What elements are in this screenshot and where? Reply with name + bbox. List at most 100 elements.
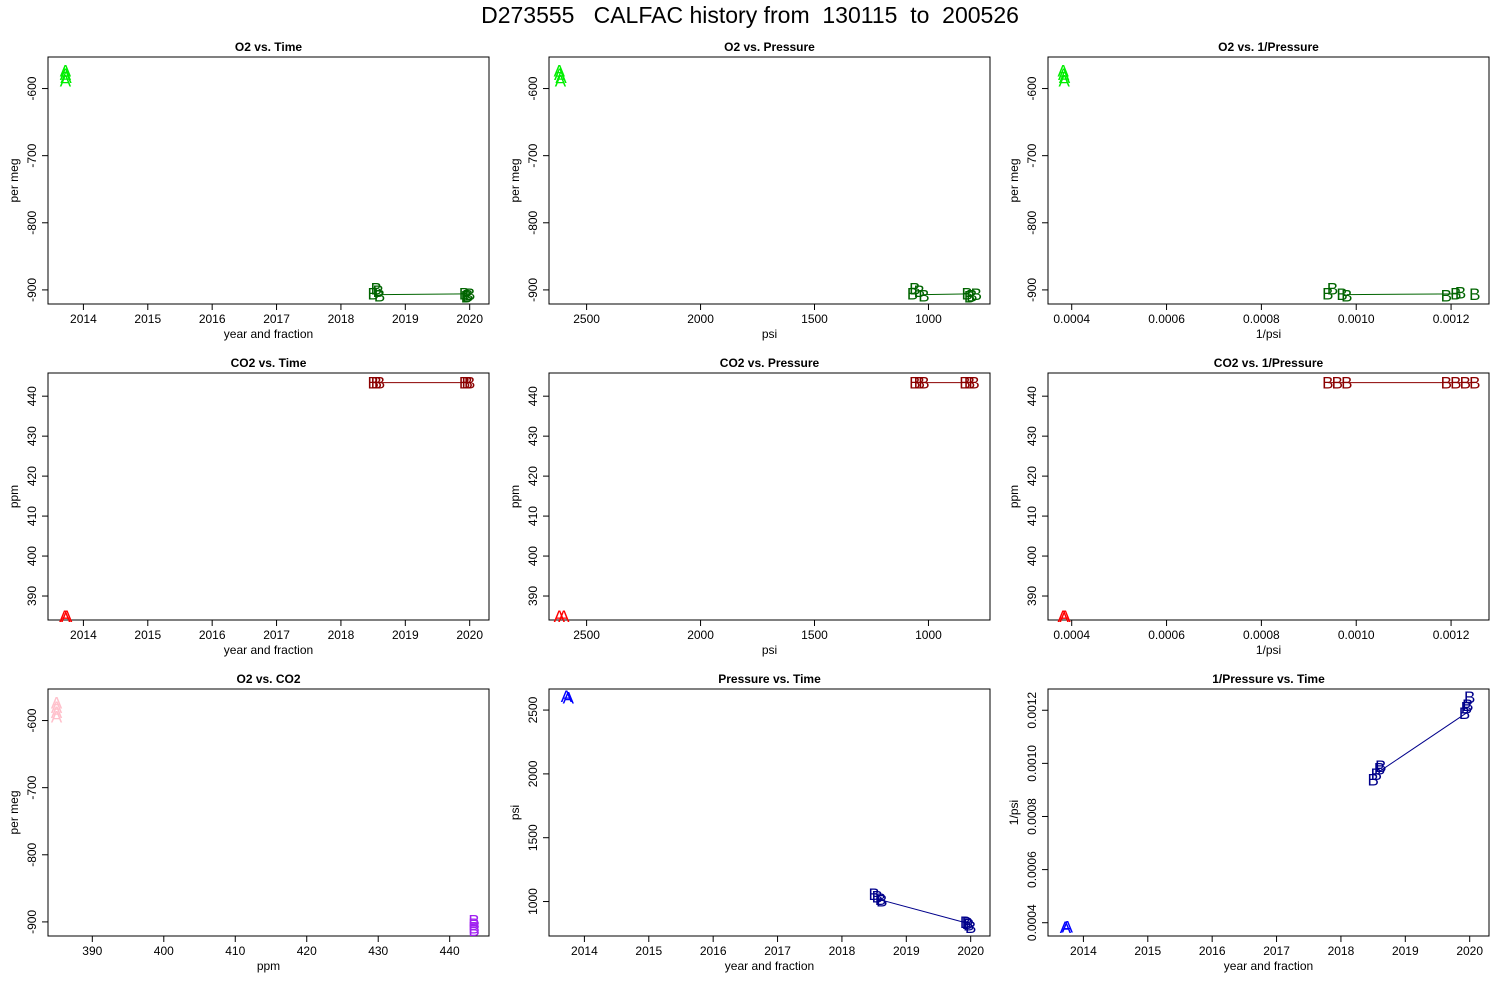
x-tick-label: 2014 — [70, 312, 97, 326]
x-tick-label: 0.0008 — [1243, 312, 1280, 326]
data-point: A — [61, 607, 73, 626]
series-line — [1379, 712, 1467, 772]
y-tick-label: -800 — [526, 210, 540, 234]
y-tick-label: -600 — [25, 76, 39, 100]
y-axis-label: per meg — [7, 158, 21, 202]
data-point: B — [461, 288, 472, 307]
x-tick-label: 440 — [440, 944, 460, 958]
chart-o2-invpressure: O2 vs. 1/Pressure 0.0004 0.0006 0.0008 0.001… — [1007, 40, 1490, 341]
data-point: A — [555, 68, 567, 87]
chart-title: O2 vs. CO2 — [236, 672, 300, 686]
series-line — [379, 293, 467, 296]
y-tick-label: -900 — [526, 278, 540, 302]
data-point: B — [374, 286, 385, 305]
x-tick-label: 0.0004 — [1053, 312, 1090, 326]
data-point: B — [918, 286, 929, 305]
data-point: B — [966, 286, 977, 305]
data-point: B — [968, 374, 979, 393]
chart-pressure-time: Pressure vs. Time 2014 2015 2016 2017 2018 201… — [508, 672, 991, 973]
chart-co2-time: CO2 vs. Time 2014 2015 2016 2017 2018 2019 2020… — [7, 356, 490, 657]
y-tick-label: 420 — [25, 466, 39, 486]
x-tick-label: 400 — [154, 944, 174, 958]
data-point: B — [875, 890, 886, 909]
y-tick-label: 1500 — [526, 824, 540, 851]
series-line — [877, 898, 968, 924]
data-point: A — [60, 71, 72, 90]
x-tick-label: 2018 — [328, 628, 355, 642]
data-point: B — [963, 916, 974, 935]
data-point: A — [1058, 61, 1070, 80]
x-tick-label: 2014 — [571, 944, 598, 958]
data-point: B — [1341, 374, 1352, 393]
data-point: B — [1460, 374, 1471, 393]
data-point: B — [371, 280, 382, 299]
y-tick-label: -600 — [25, 708, 39, 732]
data-point: B — [1332, 374, 1343, 393]
x-axis-label: 1/psi — [1256, 643, 1281, 657]
data-point: B — [367, 284, 378, 303]
data-point: B — [909, 280, 920, 299]
x-tick-label: 2019 — [893, 944, 920, 958]
y-tick-label: 0.0010 — [1025, 745, 1039, 782]
y-tick-label: 0.0006 — [1025, 851, 1039, 888]
data-point: B — [1374, 760, 1385, 779]
data-point: B — [971, 285, 982, 304]
y-axis-label: ppm — [7, 485, 21, 508]
data-point: B — [461, 374, 472, 393]
data-point: B — [1450, 374, 1461, 393]
data-point: B — [371, 374, 382, 393]
chart-title: O2 vs. Pressure — [724, 40, 815, 54]
data-point: B — [964, 374, 975, 393]
y-tick-label: 430 — [1025, 426, 1039, 446]
data-point: B — [1371, 765, 1382, 784]
data-point: B — [468, 918, 479, 937]
x-axis-label: psi — [762, 327, 777, 341]
y-axis-label: 1/psi — [1007, 800, 1021, 825]
chart-title: CO2 vs. 1/Pressure — [1214, 356, 1324, 370]
x-tick-label: 2019 — [392, 312, 419, 326]
x-tick-label: 2020 — [456, 312, 483, 326]
data-point: B — [1464, 688, 1475, 707]
data-point: B — [468, 915, 479, 934]
data-point: A — [60, 65, 72, 84]
x-tick-label: 0.0012 — [1433, 312, 1470, 326]
x-tick-label: 0.0004 — [1053, 628, 1090, 642]
y-tick-label: 400 — [1025, 546, 1039, 566]
x-axis-label: psi — [762, 643, 777, 657]
y-tick-label: 430 — [526, 426, 540, 446]
data-point: B — [468, 921, 479, 940]
y-tick-label: 0.0012 — [1025, 692, 1039, 729]
y-tick-label: 0.0008 — [1025, 798, 1039, 835]
x-tick-label: 2018 — [829, 944, 856, 958]
data-point: A — [60, 68, 72, 87]
y-tick-label: -800 — [25, 842, 39, 866]
y-axis-label: per meg — [508, 158, 522, 202]
x-tick-label: 2016 — [199, 628, 226, 642]
y-tick-label: -700 — [1025, 143, 1039, 167]
data-point: A — [554, 65, 566, 84]
chart-title: 1/Pressure vs. Time — [1212, 672, 1325, 686]
data-point: A — [1059, 607, 1071, 626]
x-axis-label: year and fraction — [224, 327, 313, 341]
data-point: B — [462, 286, 473, 305]
y-tick-label: -700 — [25, 143, 39, 167]
plot-frame — [47, 372, 490, 621]
x-tick-label: 2015 — [134, 312, 161, 326]
x-tick-label: 2019 — [392, 628, 419, 642]
plot-frame — [1047, 688, 1490, 937]
data-point: A — [1058, 65, 1070, 84]
data-point: A — [1059, 68, 1071, 87]
data-point: B — [914, 282, 925, 301]
data-point: A — [561, 687, 573, 706]
x-tick-label: 2020 — [456, 628, 483, 642]
data-point: B — [1459, 704, 1470, 723]
x-tick-label: 2000 — [687, 628, 714, 642]
x-tick-label: 2018 — [1328, 944, 1355, 958]
x-tick-label: 2019 — [1392, 944, 1419, 958]
x-tick-label: 0.0006 — [1148, 628, 1185, 642]
y-tick-label: -800 — [25, 210, 39, 234]
x-tick-label: 410 — [225, 944, 245, 958]
y-tick-label: 430 — [25, 426, 39, 446]
data-point: B — [1375, 757, 1386, 776]
